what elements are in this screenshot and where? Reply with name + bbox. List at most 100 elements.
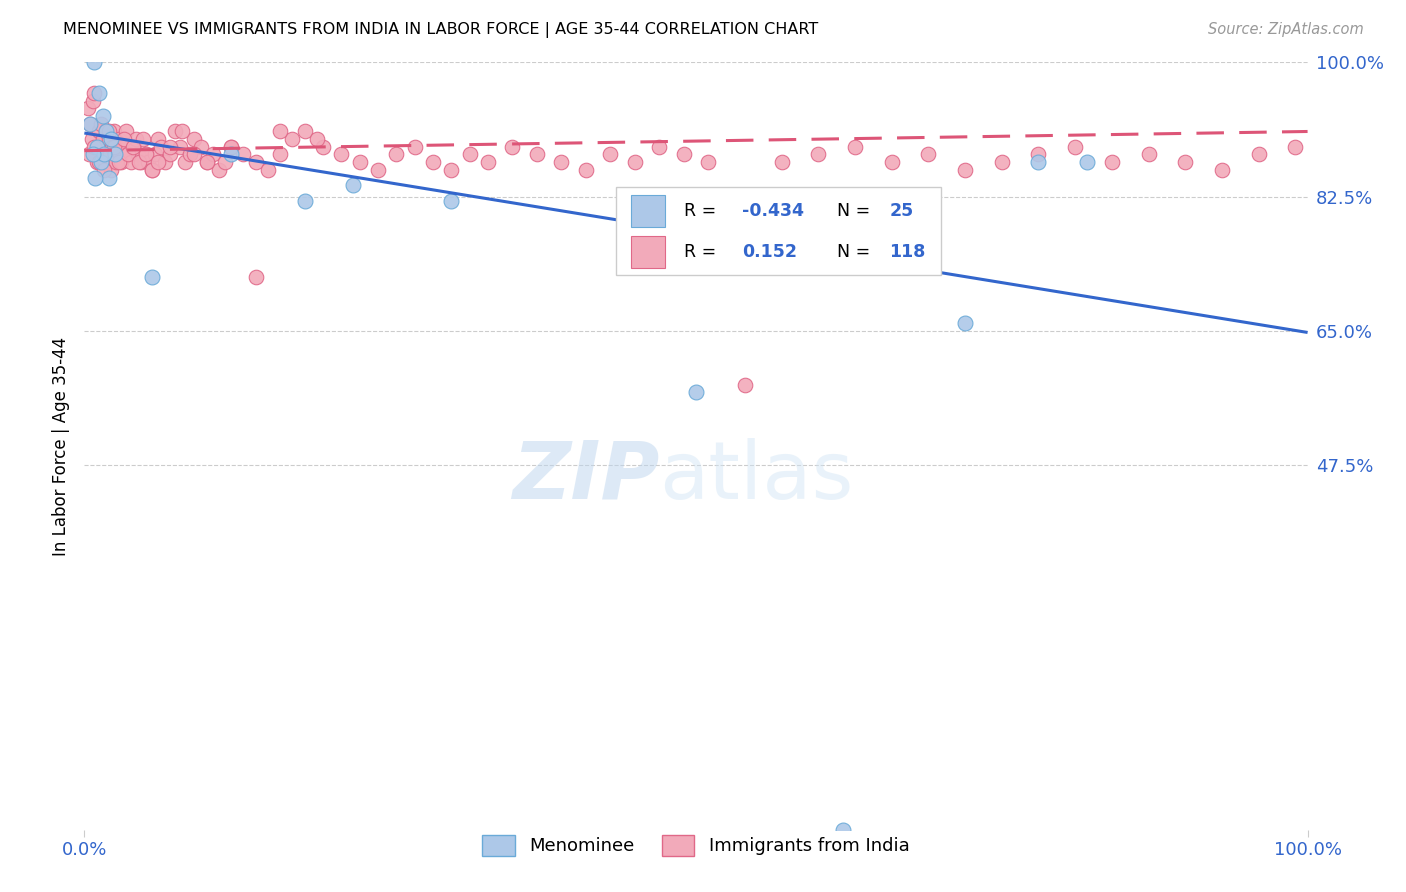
Point: [87, 155, 110, 169]
Point: [141, 162, 163, 177]
Point: [953, 316, 976, 330]
Point: [107, 132, 129, 146]
Point: [1284, 140, 1306, 154]
Point: [120, 155, 142, 169]
Point: [159, 140, 181, 154]
Point: [98, 147, 121, 161]
Point: [458, 147, 481, 161]
Point: [440, 162, 463, 177]
Point: [219, 147, 242, 161]
Point: [1064, 140, 1087, 154]
Point: [115, 124, 138, 138]
Point: [672, 147, 695, 161]
Text: ZIP: ZIP: [512, 438, 659, 516]
Point: [281, 132, 304, 146]
Point: [129, 155, 152, 169]
Point: [100, 132, 122, 146]
Text: 0.152: 0.152: [742, 243, 797, 261]
Point: [84, 147, 107, 161]
Legend: Menominee, Immigrants from India: Menominee, Immigrants from India: [475, 828, 917, 863]
Point: [91, 132, 114, 146]
Point: [526, 147, 548, 161]
Point: [122, 140, 145, 154]
Point: [844, 140, 866, 154]
Point: [1174, 155, 1197, 169]
Point: [269, 124, 291, 138]
Point: [96, 124, 118, 138]
Point: [104, 147, 127, 161]
Text: R =: R =: [683, 243, 716, 261]
Point: [1211, 162, 1233, 177]
Text: Source: ZipAtlas.com: Source: ZipAtlas.com: [1208, 22, 1364, 37]
Point: [103, 124, 125, 138]
Point: [477, 155, 499, 169]
Point: [90, 117, 112, 131]
Bar: [631, 235, 665, 268]
Point: [183, 147, 205, 161]
Point: [97, 170, 120, 185]
Point: [1101, 155, 1123, 169]
Point: [1028, 147, 1050, 161]
Point: [105, 155, 128, 169]
Text: 25: 25: [889, 202, 914, 220]
Point: [79, 117, 101, 131]
Point: [367, 162, 389, 177]
Point: [127, 147, 149, 161]
Point: [232, 147, 254, 161]
Point: [917, 147, 939, 161]
Point: [159, 147, 181, 161]
Point: [214, 155, 236, 169]
Point: [685, 385, 707, 400]
Point: [385, 147, 408, 161]
Point: [83, 86, 105, 100]
Point: [807, 147, 830, 161]
Point: [195, 155, 218, 169]
Point: [349, 155, 371, 169]
Point: [153, 155, 176, 169]
Text: R =: R =: [683, 202, 716, 220]
Point: [190, 140, 212, 154]
Point: [96, 124, 118, 138]
Point: [87, 86, 110, 100]
Point: [117, 147, 139, 161]
Point: [104, 147, 127, 161]
Point: [82, 94, 104, 108]
Point: [422, 155, 444, 169]
Point: [440, 194, 463, 208]
FancyBboxPatch shape: [616, 186, 941, 275]
Point: [135, 147, 157, 161]
Point: [269, 147, 291, 161]
Text: MENOMINEE VS IMMIGRANTS FROM INDIA IN LABOR FORCE | AGE 35-44 CORRELATION CHART: MENOMINEE VS IMMIGRANTS FROM INDIA IN LA…: [63, 22, 818, 38]
Point: [245, 155, 267, 169]
Point: [169, 140, 191, 154]
Point: [201, 147, 224, 161]
Point: [1076, 155, 1098, 169]
Point: [330, 147, 353, 161]
Point: [905, 194, 928, 208]
Point: [108, 147, 131, 161]
Bar: [631, 195, 665, 227]
Point: [146, 155, 169, 169]
Point: [831, 194, 853, 208]
Point: [135, 147, 157, 161]
Point: [173, 155, 195, 169]
Point: [90, 155, 112, 169]
Point: [1028, 155, 1050, 169]
Point: [208, 162, 231, 177]
Point: [87, 124, 110, 138]
Point: [84, 170, 107, 185]
Point: [143, 147, 166, 161]
Point: [77, 147, 100, 161]
Point: [831, 822, 853, 837]
Point: [117, 147, 139, 161]
Text: N =: N =: [837, 202, 870, 220]
Point: [183, 132, 205, 146]
Point: [100, 162, 122, 177]
Point: [86, 140, 108, 154]
Point: [502, 140, 524, 154]
Point: [97, 140, 120, 154]
Point: [294, 194, 316, 208]
Text: N =: N =: [837, 243, 870, 261]
Point: [179, 147, 201, 161]
Point: [94, 155, 117, 169]
